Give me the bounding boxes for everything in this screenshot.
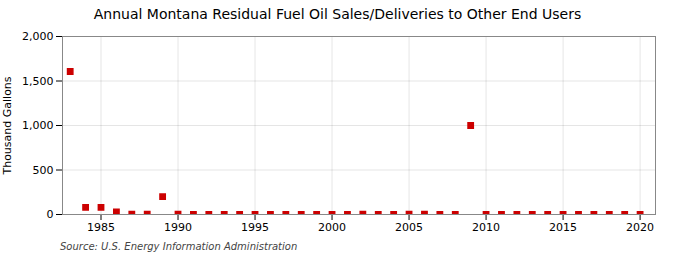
html-text:Source: U.S. Energy Informatio: Source: U.S. Energy Information Administ…	[60, 241, 298, 252]
html-text:Annual Montana Residual Fuel O: Annual Montana Residual Fuel Oil Sales/D…	[93, 6, 582, 22]
svg-text:0: 0	[47, 208, 54, 221]
svg-text:2,000: 2,000	[22, 30, 54, 43]
svg-text:500: 500	[33, 164, 54, 177]
svg-text:1985: 1985	[87, 221, 115, 234]
svg-text:1990: 1990	[164, 221, 192, 234]
svg-text:2010: 2010	[472, 221, 500, 234]
svg-text:1995: 1995	[241, 221, 269, 234]
svg-text:2015: 2015	[549, 221, 577, 234]
svg-text:1,500: 1,500	[22, 75, 54, 88]
svg-text:2000: 2000	[318, 221, 346, 234]
svg-text:Thousand Gallons: Thousand Gallons	[1, 76, 14, 175]
svg-text:2005: 2005	[395, 221, 423, 234]
svg-text:2020: 2020	[626, 221, 654, 234]
svg-text:1,000: 1,000	[22, 119, 54, 132]
